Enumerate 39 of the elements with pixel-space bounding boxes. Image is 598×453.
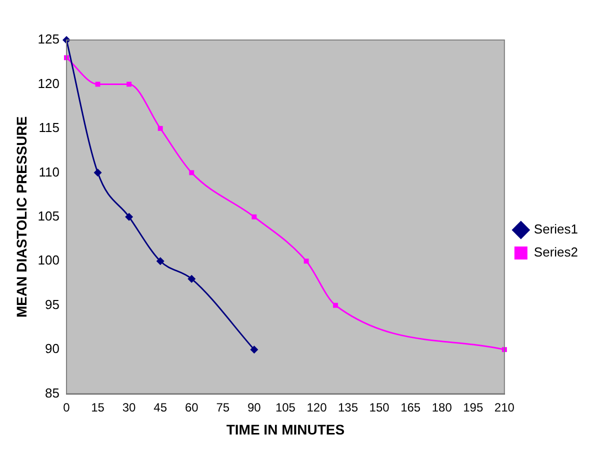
x-tick-label: 180 <box>432 400 452 414</box>
y-tick-label: 95 <box>45 296 60 312</box>
y-tick-label: 90 <box>45 341 60 356</box>
x-tick-label: 90 <box>247 400 262 414</box>
point <box>125 212 134 221</box>
x-tick-label: 195 <box>463 400 484 414</box>
point <box>158 126 163 131</box>
legend-label: Series2 <box>534 244 578 260</box>
x-tick-label: 0 <box>63 400 70 414</box>
x-tick-label: 105 <box>275 400 296 414</box>
x-tick-label: 15 <box>91 400 105 414</box>
y-tick-label: 85 <box>45 385 60 400</box>
x-tick-label: 135 <box>338 400 358 414</box>
point <box>126 82 132 87</box>
x-tick-label: 30 <box>122 400 136 414</box>
y-tick-label: 125 <box>38 32 60 47</box>
y-tick-label: 105 <box>38 208 60 224</box>
x-tick-label: 60 <box>184 400 199 414</box>
x-tick-label: 75 <box>216 400 230 414</box>
y-tick-label: 100 <box>38 252 60 268</box>
y-tick-label: 120 <box>38 76 60 91</box>
legend-label: Series1 <box>534 222 578 237</box>
point <box>156 257 164 266</box>
x-tick-label: 150 <box>369 400 390 414</box>
point <box>189 170 194 176</box>
x-tick-label: 120 <box>306 400 328 414</box>
x-tick-label: 165 <box>400 400 421 414</box>
x-axis-title: TIME IN MINUTES <box>226 421 345 438</box>
point <box>252 214 257 220</box>
point <box>188 274 196 283</box>
point <box>94 168 102 177</box>
y-tick-label: 110 <box>38 164 60 180</box>
y-axis-title: MEAN DIASTOLIC PRESSURE <box>13 116 30 318</box>
point <box>333 302 338 308</box>
y-tick-label: 115 <box>38 120 60 136</box>
point <box>304 258 309 264</box>
x-tick-label: 45 <box>154 400 168 414</box>
point <box>250 346 258 354</box>
x-tick-label: 210 <box>494 400 515 414</box>
